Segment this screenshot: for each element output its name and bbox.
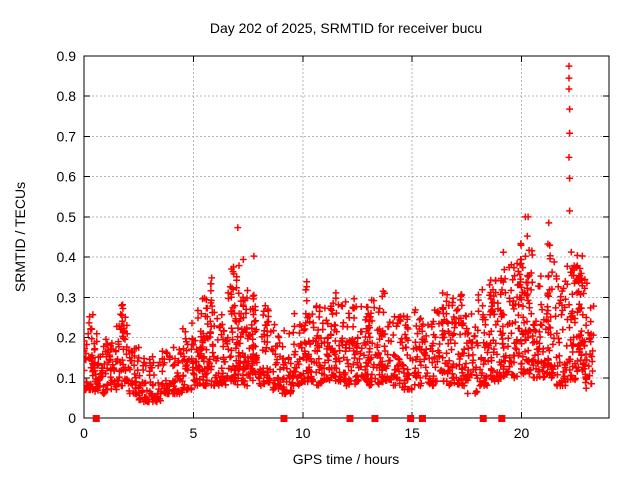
y-tick-label: 0.6 — [57, 169, 77, 185]
y-tick-label: 0.2 — [57, 330, 77, 346]
y-tick-label: 0.9 — [57, 48, 77, 64]
zero-flag-marker — [346, 415, 354, 422]
zero-flag-marker — [280, 415, 288, 422]
x-axis-label: GPS time / hours — [293, 451, 400, 467]
x-tick-label: 5 — [189, 425, 197, 441]
zero-flag-marker — [418, 415, 426, 422]
y-tick-label: 0.4 — [57, 249, 77, 265]
chart-title: Day 202 of 2025, SRMTID for receiver buc… — [210, 20, 482, 36]
zero-marker-layer — [92, 415, 506, 422]
y-tick-label: 0.3 — [57, 289, 77, 305]
zero-flag-marker — [479, 415, 487, 422]
zero-flag-marker — [371, 415, 379, 422]
data-layer — [84, 62, 597, 406]
y-tick-label: 0.5 — [57, 209, 77, 225]
y-tick-label: 0 — [68, 410, 76, 426]
y-tick-label: 0.1 — [57, 370, 77, 386]
y-tick-label: 0.7 — [57, 128, 77, 144]
y-axis-label: SRMTID / TECUs — [12, 182, 28, 292]
tick-label-layer: 0 5 10 15 20 0 0.1 0.2 0.3 0.4 0.5 0.6 0.7 0.8 0.9 — [57, 48, 530, 441]
zero-flag-marker — [92, 415, 100, 422]
x-tick-label: 0 — [80, 425, 88, 441]
x-tick-label: 20 — [514, 425, 530, 441]
zero-flag-marker — [407, 415, 415, 422]
scatter-points — [84, 62, 597, 406]
y-tick-label: 0.8 — [57, 88, 77, 104]
x-tick-label: 15 — [404, 425, 420, 441]
zero-flag-marker — [498, 415, 506, 422]
x-tick-label: 10 — [295, 425, 311, 441]
